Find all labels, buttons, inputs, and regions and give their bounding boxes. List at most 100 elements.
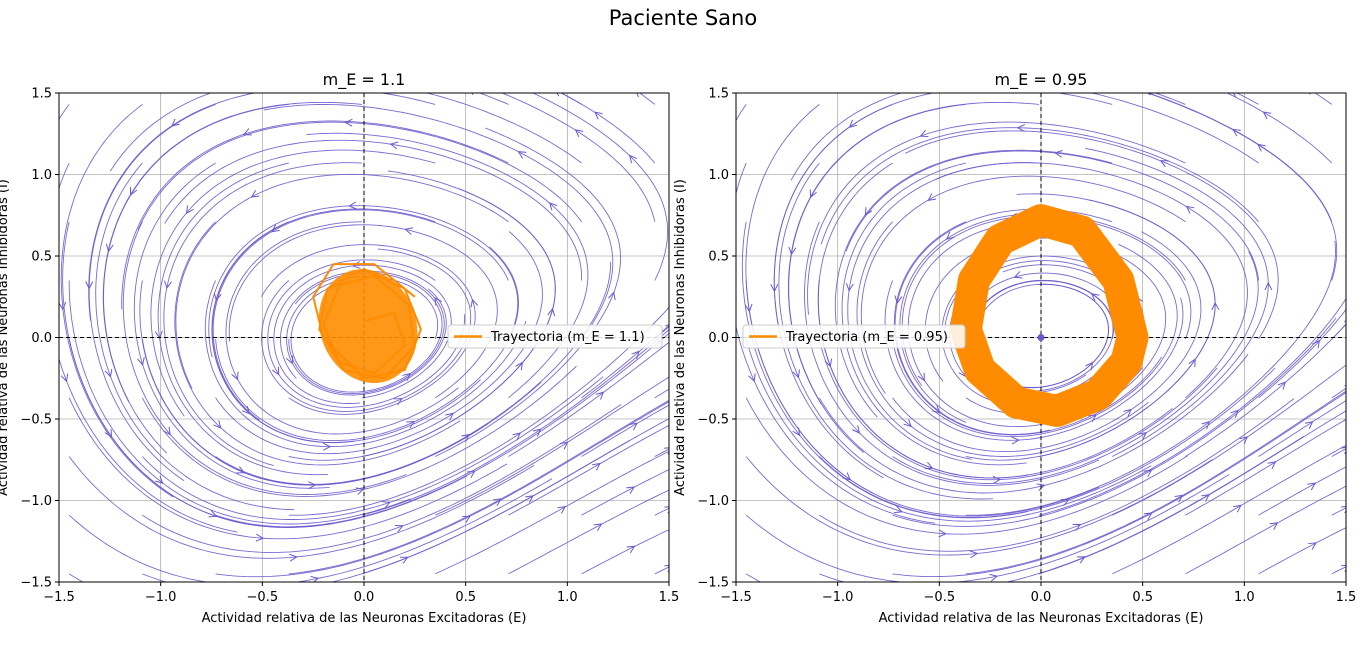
streamline bbox=[807, 121, 1186, 315]
streamline-arrow bbox=[171, 118, 180, 127]
streamline-arrow bbox=[809, 189, 817, 199]
streamline-arrow bbox=[927, 193, 937, 202]
streamline-arrow bbox=[1201, 420, 1211, 430]
streamline bbox=[819, 353, 1249, 494]
streamline bbox=[1331, 448, 1346, 457]
streamline-arrow bbox=[574, 129, 584, 138]
streamline-arrow bbox=[1341, 505, 1346, 514]
streamline-arrow bbox=[60, 373, 69, 383]
streamline-arrow bbox=[1013, 271, 1023, 279]
streamline-arrow bbox=[242, 128, 252, 136]
streamline bbox=[1147, 93, 1333, 222]
streamline bbox=[157, 162, 328, 476]
legend-box bbox=[447, 324, 663, 349]
streamline bbox=[435, 127, 621, 457]
streamline-arrow bbox=[163, 426, 171, 436]
panel-title: m_E = 1.1 bbox=[323, 70, 406, 90]
streamline bbox=[103, 103, 289, 454]
y-tick-label: −0.5 bbox=[20, 413, 52, 428]
x-tick-label: 0.5 bbox=[455, 590, 476, 605]
streamline bbox=[892, 392, 1346, 578]
streamline-arrow bbox=[48, 124, 57, 133]
streamline-arrow bbox=[917, 372, 925, 382]
streamline-arrow bbox=[1304, 420, 1314, 429]
streamline-arrow bbox=[525, 495, 534, 503]
streamline-arrow bbox=[1341, 564, 1346, 572]
streamline bbox=[1331, 507, 1346, 516]
streamline bbox=[745, 338, 1152, 522]
streamline bbox=[273, 264, 452, 404]
streamline bbox=[736, 162, 936, 524]
streamline bbox=[435, 450, 669, 575]
streamline-arrow bbox=[628, 154, 638, 164]
streamline-arrow bbox=[547, 307, 556, 317]
streamline bbox=[841, 162, 1027, 466]
streamline bbox=[892, 243, 1178, 438]
trajectory-group bbox=[312, 263, 422, 384]
streamline-arrow bbox=[1123, 408, 1132, 417]
legend-label: Trayectoria (m_E = 1.1) bbox=[490, 330, 645, 345]
streamline-arrow bbox=[548, 202, 558, 211]
streamline bbox=[141, 365, 577, 497]
streamline bbox=[1016, 193, 1216, 457]
streamline-arrow bbox=[1239, 436, 1249, 445]
streamline bbox=[778, 162, 993, 500]
streamline-arrow bbox=[255, 533, 265, 542]
streamline bbox=[790, 93, 1259, 181]
streamline bbox=[745, 397, 1188, 535]
streamline-arrow bbox=[1185, 205, 1195, 214]
streamline-arrow bbox=[724, 130, 733, 139]
x-tick-label: 1.0 bbox=[1234, 590, 1255, 605]
streamline-arrow bbox=[626, 545, 636, 554]
streamline bbox=[965, 240, 1336, 516]
streamline-arrow bbox=[137, 356, 145, 366]
streamline-arrow bbox=[992, 475, 1002, 484]
streamline-arrow bbox=[322, 442, 332, 451]
streamline-arrow bbox=[213, 420, 222, 429]
streamline bbox=[1185, 485, 1346, 575]
streamline bbox=[892, 317, 1337, 527]
trajectory-group bbox=[949, 204, 1149, 427]
streamline-arrow bbox=[85, 281, 94, 290]
streamline bbox=[68, 573, 84, 582]
streamline-arrow bbox=[493, 498, 502, 506]
x-axis-label: Actividad relativa de las Neuronas Excit… bbox=[879, 611, 1204, 626]
streamline bbox=[361, 329, 669, 516]
streamline-arrow bbox=[404, 227, 414, 235]
streamline bbox=[175, 173, 509, 389]
streamline-arrow bbox=[557, 506, 567, 514]
streamline bbox=[204, 280, 527, 448]
y-tick-label: 0.5 bbox=[31, 250, 52, 265]
x-tick-label: 0.0 bbox=[354, 590, 375, 605]
x-tick-label: 0.0 bbox=[1031, 590, 1052, 605]
streamline bbox=[905, 130, 1279, 340]
streamline bbox=[261, 248, 472, 412]
streamline bbox=[211, 208, 436, 443]
x-tick-label: 0.5 bbox=[1132, 590, 1153, 605]
streamline-arrow bbox=[626, 486, 636, 495]
streamline bbox=[1038, 297, 1346, 516]
streamline-arrow bbox=[104, 368, 113, 378]
streamline bbox=[1112, 364, 1346, 516]
streamline-arrow bbox=[236, 466, 246, 474]
streamline bbox=[1331, 387, 1346, 399]
streamline bbox=[819, 435, 1305, 582]
streamline-arrow bbox=[271, 366, 280, 376]
streamline-arrow bbox=[1232, 128, 1241, 137]
streamline-arrow bbox=[1262, 111, 1272, 120]
streamline bbox=[560, 93, 582, 105]
streamline-arrow bbox=[532, 428, 542, 437]
streamline bbox=[773, 93, 1113, 324]
streamline bbox=[263, 104, 614, 340]
streamline bbox=[508, 489, 669, 575]
streamline bbox=[163, 162, 363, 467]
streamline-arrow bbox=[845, 283, 854, 292]
streamlines bbox=[48, 93, 669, 592]
streamline-arrow bbox=[88, 582, 98, 592]
y-tick-label: 0.0 bbox=[31, 331, 52, 346]
streamline bbox=[1112, 444, 1346, 575]
streamline-arrow bbox=[185, 205, 194, 215]
streamline-arrow bbox=[1201, 493, 1211, 502]
streamline-arrow bbox=[406, 421, 416, 429]
streamline bbox=[68, 478, 553, 582]
